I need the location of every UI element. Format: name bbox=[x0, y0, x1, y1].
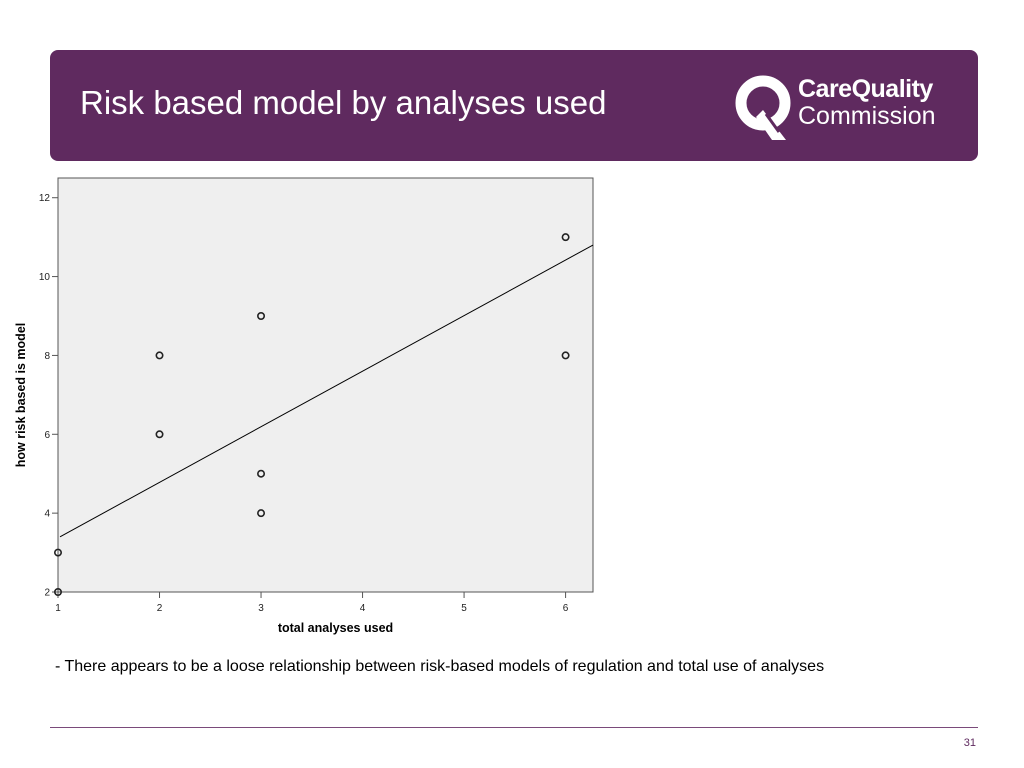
x-tick-label: 1 bbox=[55, 603, 61, 614]
y-tick-label: 2 bbox=[44, 588, 50, 599]
x-tick-label: 4 bbox=[360, 603, 366, 614]
plot-area bbox=[57, 177, 594, 593]
page-title: Risk based model by analyses used bbox=[80, 84, 607, 121]
cqc-q-logo-icon bbox=[735, 75, 791, 140]
data-point bbox=[155, 351, 164, 360]
slide-caption: - There appears to be a loose relationsh… bbox=[55, 658, 825, 675]
logo-line-1: CareQuality bbox=[798, 75, 933, 103]
y-tick-label: 10 bbox=[39, 272, 51, 283]
data-point bbox=[257, 312, 266, 321]
data-point bbox=[53, 548, 62, 557]
x-tick-label: 2 bbox=[157, 603, 163, 614]
page-number: 31 bbox=[963, 737, 976, 749]
y-tick-label: 8 bbox=[44, 351, 50, 362]
footer-divider bbox=[50, 727, 978, 728]
data-point bbox=[257, 509, 266, 518]
x-tick-label: 3 bbox=[258, 603, 264, 614]
data-point bbox=[257, 469, 266, 478]
y-tick-label: 4 bbox=[44, 509, 50, 520]
y-tick-label: 12 bbox=[39, 193, 51, 204]
logo-line-2: Commission bbox=[798, 102, 936, 130]
y-axis-label: how risk based is model bbox=[14, 323, 28, 468]
data-point bbox=[53, 587, 62, 596]
x-axis-label: total analyses used bbox=[278, 621, 393, 635]
data-point bbox=[155, 430, 164, 439]
data-point bbox=[561, 233, 570, 242]
x-tick-label: 5 bbox=[461, 603, 467, 614]
x-tick-label: 6 bbox=[563, 603, 569, 614]
data-point bbox=[561, 351, 570, 360]
logo-wordmark: CareQuality Commission bbox=[798, 76, 936, 130]
fit-line bbox=[59, 244, 594, 538]
cqc-logo: CareQuality Commission bbox=[730, 70, 960, 142]
y-tick-label: 6 bbox=[44, 430, 50, 441]
slide-header: Risk based model by analyses used CareQu… bbox=[50, 50, 978, 161]
